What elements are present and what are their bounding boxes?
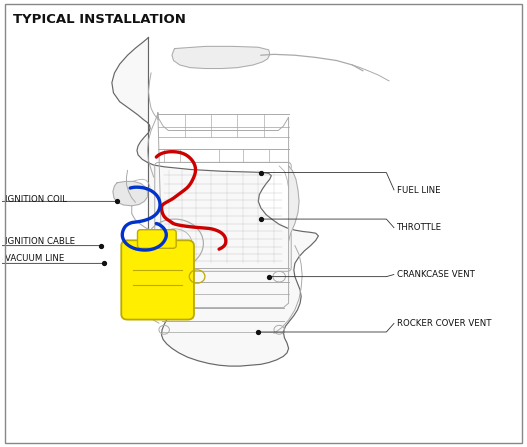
Text: CRANKCASE VENT: CRANKCASE VENT bbox=[397, 270, 475, 279]
Polygon shape bbox=[112, 38, 318, 366]
Polygon shape bbox=[172, 46, 270, 68]
Text: FUEL LINE: FUEL LINE bbox=[397, 186, 441, 195]
Text: ROCKER COVER VENT: ROCKER COVER VENT bbox=[397, 319, 491, 328]
Text: VACUUM LINE: VACUUM LINE bbox=[5, 254, 64, 263]
Text: TYPICAL INSTALLATION: TYPICAL INSTALLATION bbox=[13, 13, 186, 26]
Polygon shape bbox=[113, 181, 148, 206]
FancyBboxPatch shape bbox=[121, 240, 194, 320]
FancyBboxPatch shape bbox=[138, 230, 176, 248]
Text: THROTTLE: THROTTLE bbox=[397, 224, 442, 232]
Text: IGNITION COIL: IGNITION COIL bbox=[5, 194, 67, 204]
Text: IGNITION CABLE: IGNITION CABLE bbox=[5, 237, 75, 246]
Polygon shape bbox=[289, 166, 299, 241]
